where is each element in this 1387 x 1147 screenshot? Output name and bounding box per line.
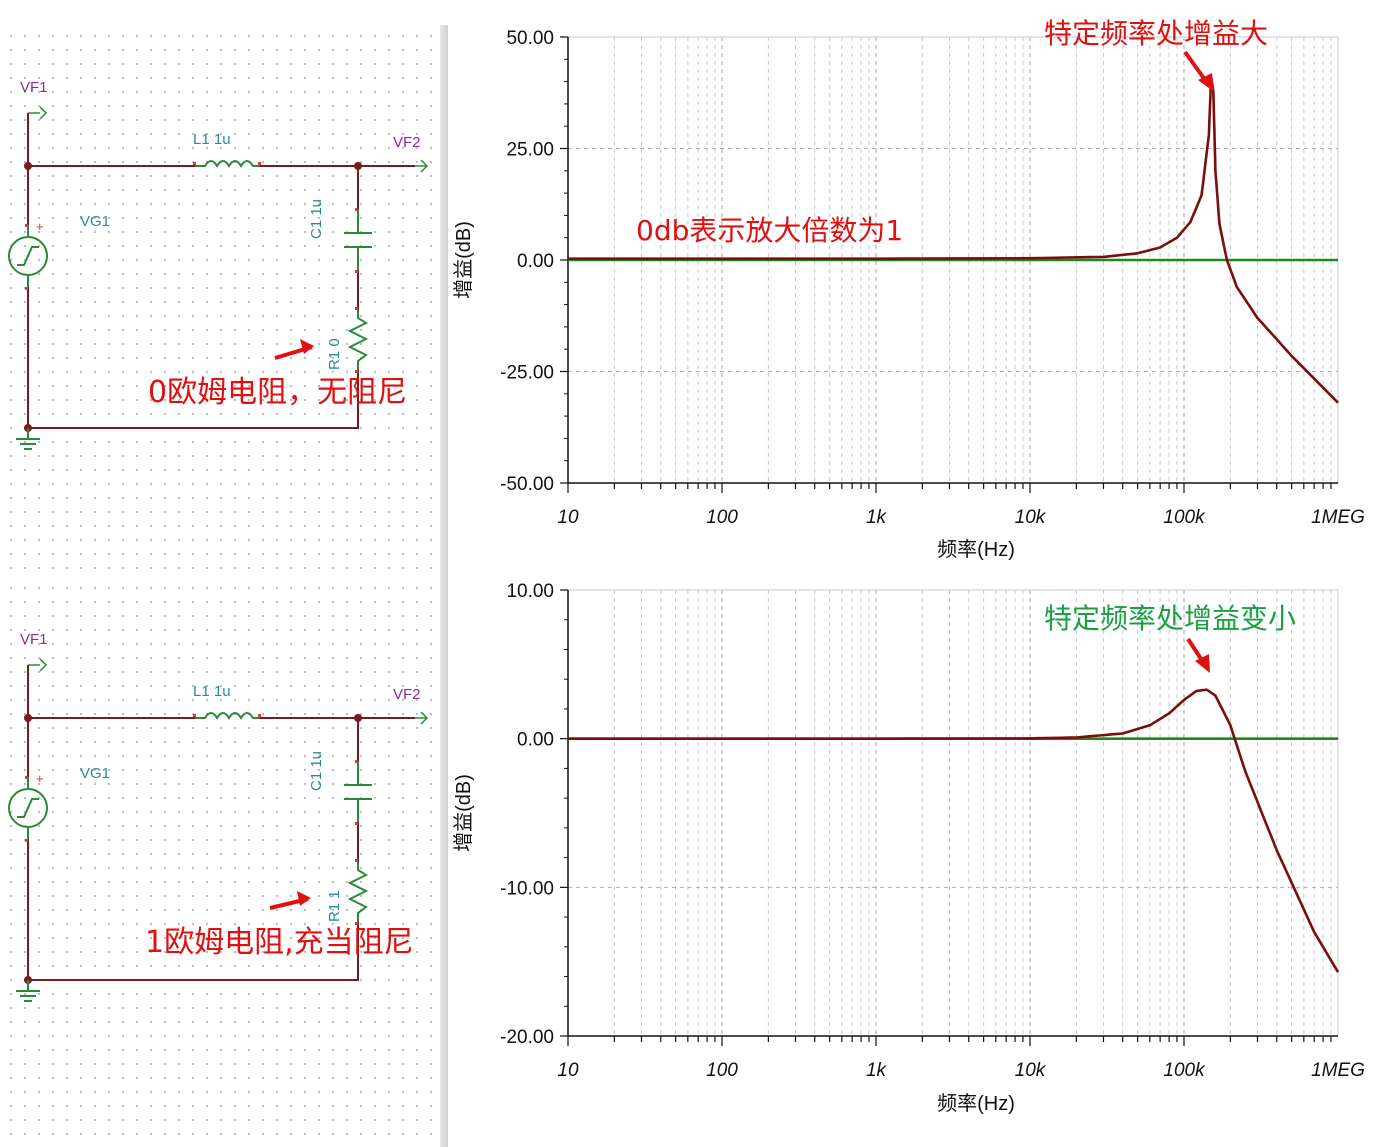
schematic-bottom-wires bbox=[8, 658, 429, 1002]
y-tick-label: 10.00 bbox=[506, 581, 554, 602]
resistor-annotation: 0欧姆电阻，无阻尼 bbox=[148, 375, 408, 410]
resistor-annotation: 1欧姆电阻,充当阻尼 bbox=[145, 925, 414, 960]
step-wave-icon bbox=[17, 798, 39, 818]
x-tick-label: 10 bbox=[557, 507, 579, 528]
peak-annotation: 特定频率处增益大 bbox=[1044, 17, 1269, 50]
capacitor-icon[interactable] bbox=[344, 210, 372, 270]
x-tick-label: 100k bbox=[1163, 1060, 1206, 1081]
x-axis-label: 频率(Hz) bbox=[937, 538, 1015, 561]
vf2-probe-icon bbox=[415, 711, 429, 725]
plot-grid bbox=[568, 589, 1339, 1036]
y-tick-label: 0.00 bbox=[517, 251, 554, 272]
resistor-icon[interactable] bbox=[347, 862, 369, 922]
x-tick-label: 100 bbox=[706, 507, 738, 528]
junction-dot bbox=[24, 162, 32, 170]
vf2-probe-icon bbox=[415, 159, 429, 173]
x-tick-label: 10k bbox=[1015, 1060, 1047, 1081]
plot-series bbox=[568, 75, 1339, 404]
bode-plot-top: 50.00 25.00 0.00 -25.00 -50.00 10 100 1k 10k 100k… bbox=[448, 0, 1387, 570]
wire bbox=[27, 665, 195, 719]
ground-icon bbox=[16, 980, 40, 1002]
x-tick-label: 100 bbox=[706, 1060, 738, 1081]
arrow-head-icon bbox=[300, 339, 314, 354]
y-tick-label: -10.00 bbox=[500, 878, 554, 899]
plot-series bbox=[568, 688, 1340, 973]
annotation-arrow-head bbox=[1198, 73, 1214, 92]
inductor-icon[interactable] bbox=[195, 712, 260, 720]
junction-dot bbox=[354, 714, 362, 722]
x-tick-label: 1k bbox=[866, 1060, 888, 1081]
capacitor-icon[interactable] bbox=[344, 762, 372, 822]
resistor-label: R1 0 bbox=[326, 338, 343, 370]
plot-axes bbox=[560, 589, 1338, 1046]
gain-trace bbox=[568, 688, 1340, 973]
x-tick-label: 1MEG bbox=[1311, 1060, 1365, 1081]
arrow-head-icon bbox=[297, 891, 311, 906]
wire bbox=[27, 287, 359, 429]
x-tick-label: 10k bbox=[1015, 507, 1047, 528]
schematic-grid bbox=[0, 25, 445, 595]
inductor-icon[interactable] bbox=[195, 160, 260, 168]
vf1-label: VF1 bbox=[20, 79, 48, 96]
inductor-label: L1 1u bbox=[193, 683, 231, 700]
pin-markers bbox=[25, 714, 358, 925]
x-tick-label: 100k bbox=[1163, 507, 1206, 528]
y-tick-label: -25.00 bbox=[500, 363, 554, 384]
y-tick-label: -20.00 bbox=[500, 1027, 554, 1048]
capacitor-label: C1 1u bbox=[308, 198, 325, 239]
vf1-probe-icon bbox=[28, 106, 48, 120]
resistor-icon[interactable] bbox=[347, 310, 369, 370]
schematic-divider bbox=[440, 577, 448, 1147]
wire bbox=[27, 839, 359, 981]
plot-grid bbox=[568, 36, 1339, 483]
vf1-label: VF1 bbox=[20, 631, 48, 648]
schematic-grid bbox=[0, 577, 445, 1147]
y-axis-label: 增益(dB) bbox=[452, 774, 475, 852]
source-plus-label: + bbox=[36, 219, 44, 234]
schematic-top-wires bbox=[8, 106, 429, 450]
vg1-label: VG1 bbox=[80, 765, 111, 782]
x-tick-label: 1k bbox=[866, 507, 888, 528]
vg1-label: VG1 bbox=[80, 213, 111, 230]
junction-dot bbox=[24, 714, 32, 722]
source-plus-label: + bbox=[36, 771, 44, 786]
y-tick-label: 50.00 bbox=[506, 28, 554, 49]
y-tick-label: -50.00 bbox=[500, 474, 554, 495]
y-tick-label: 25.00 bbox=[506, 140, 554, 161]
vf1-probe-icon bbox=[28, 658, 48, 672]
x-axis-label: 频率(Hz) bbox=[937, 1092, 1015, 1115]
wire bbox=[27, 113, 195, 167]
annotation-arrow-head bbox=[1195, 654, 1210, 673]
y-tick-label: 0.00 bbox=[517, 730, 554, 751]
zero-db-annotation: 0db表示放大倍数为1 bbox=[636, 214, 904, 247]
schematic-bottom: VF1 VF2 VG1 L1 1u C1 1u R1 1 + 1欧姆电阻,充当阻… bbox=[0, 577, 448, 1147]
inductor-label: L1 1u bbox=[193, 131, 231, 148]
ground-icon bbox=[16, 428, 40, 450]
step-wave-icon bbox=[17, 246, 39, 266]
y-axis-label: 增益(dB) bbox=[452, 221, 475, 299]
vf2-label: VF2 bbox=[393, 134, 421, 151]
gain-trace bbox=[568, 75, 1339, 404]
capacitor-label: C1 1u bbox=[308, 750, 325, 791]
pin-markers bbox=[25, 162, 358, 373]
junction-dot bbox=[354, 162, 362, 170]
damped-annotation: 特定频率处增益变小 bbox=[1044, 602, 1297, 635]
schematic-top: VF1 VF2 VG1 L1 1u C1 1u R1 0 + 0欧姆电阻，无阻尼 bbox=[0, 25, 448, 595]
bode-plot-bottom: 10.00 0.00 -10.00 -20.00 10 100 1k 10k 100k 1MEG … bbox=[448, 555, 1387, 1125]
vf2-label: VF2 bbox=[393, 686, 421, 703]
schematic-divider bbox=[440, 25, 448, 595]
x-tick-label: 1MEG bbox=[1311, 507, 1365, 528]
x-tick-label: 10 bbox=[557, 1060, 579, 1081]
